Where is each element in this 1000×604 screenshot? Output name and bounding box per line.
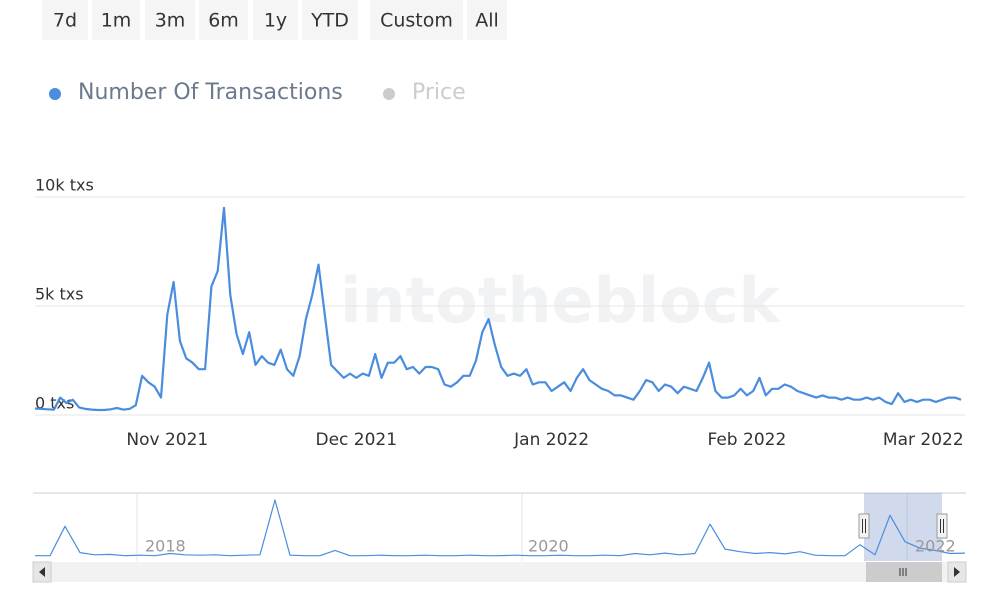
data-line xyxy=(34,206,962,412)
x-tick-label: Mar 2022 xyxy=(883,430,964,450)
range-button-label[interactable]: All xyxy=(475,10,499,32)
arrow-right xyxy=(954,567,960,577)
legend-marker[interactable] xyxy=(383,88,395,100)
y-tick-label: 10k txs xyxy=(35,176,94,195)
range-button-label[interactable]: 1m xyxy=(101,10,132,32)
data-line xyxy=(35,499,966,557)
scroll-thumb[interactable] xyxy=(866,562,942,582)
legend-marker[interactable] xyxy=(49,88,61,100)
range-button[interactable] xyxy=(92,0,140,40)
navigator-label: 2018 xyxy=(145,537,186,556)
range-button[interactable] xyxy=(467,0,507,40)
navigator-handle[interactable] xyxy=(936,513,948,539)
range-button[interactable] xyxy=(253,0,298,40)
range-button-label[interactable]: 1y xyxy=(264,10,287,32)
navigator-label: 2022 xyxy=(915,537,956,556)
range-button[interactable] xyxy=(302,0,358,40)
legend-label[interactable]: Price xyxy=(412,80,466,105)
x-tick-label: Jan 2022 xyxy=(513,430,589,450)
thumb-grip xyxy=(899,568,907,576)
scrollbar-track xyxy=(33,562,966,582)
handle-grip xyxy=(940,519,944,533)
range-button-label[interactable]: 7d xyxy=(53,10,77,32)
x-tick-label: Dec 2021 xyxy=(316,430,398,450)
range-button-label[interactable]: 6m xyxy=(208,10,239,32)
arrow-left xyxy=(39,567,45,577)
range-button[interactable] xyxy=(42,0,88,40)
range-button-label[interactable]: Custom xyxy=(380,10,453,32)
y-tick-label: 0 txs xyxy=(35,394,74,413)
watermark: intotheblock xyxy=(340,264,781,337)
x-tick-label: Nov 2021 xyxy=(126,430,208,450)
range-button[interactable] xyxy=(199,0,248,40)
y-tick-label: 5k txs xyxy=(35,285,84,304)
legend-label[interactable]: Number Of Transactions xyxy=(78,80,343,105)
navigator-handle[interactable] xyxy=(858,513,870,539)
range-button[interactable] xyxy=(145,0,195,40)
range-button[interactable] xyxy=(370,0,463,40)
handle-grip xyxy=(862,519,866,533)
navigator-label: 2020 xyxy=(528,537,569,556)
range-button-label[interactable]: YTD xyxy=(310,10,349,32)
range-button-label[interactable]: 3m xyxy=(155,10,186,32)
x-tick-label: Feb 2022 xyxy=(708,430,787,450)
